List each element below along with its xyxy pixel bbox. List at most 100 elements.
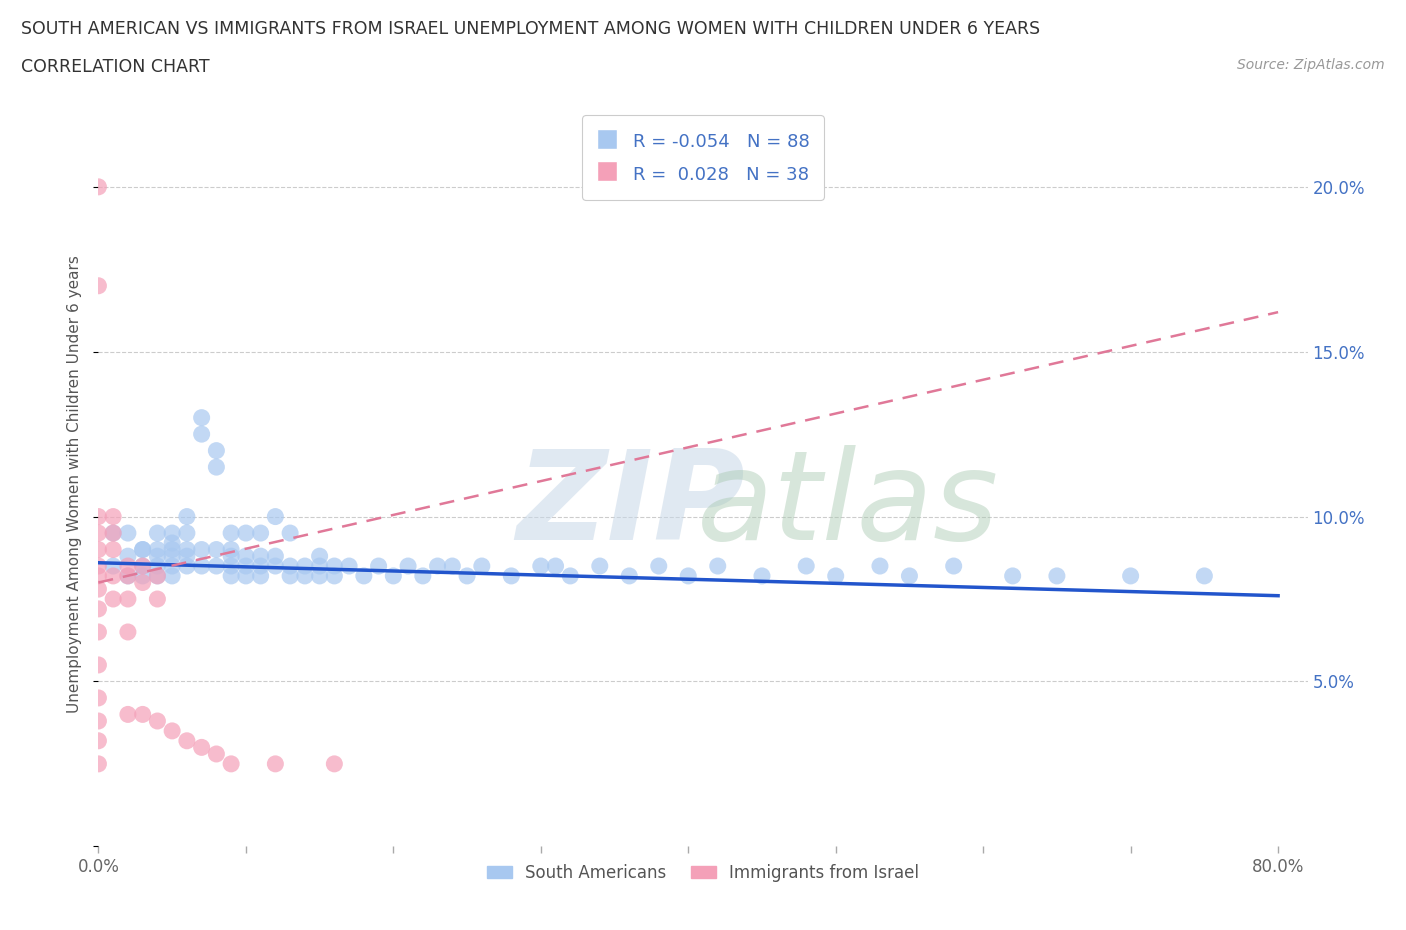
- Point: [176, 509, 198, 524]
- Point: [160, 724, 183, 738]
- Point: [235, 568, 257, 583]
- Point: [219, 559, 242, 574]
- Point: [160, 542, 183, 557]
- Point: [869, 559, 891, 574]
- Point: [426, 559, 449, 574]
- Point: [219, 756, 242, 771]
- Point: [205, 444, 228, 458]
- Text: CORRELATION CHART: CORRELATION CHART: [21, 58, 209, 75]
- Point: [160, 549, 183, 564]
- Point: [560, 568, 582, 583]
- Point: [190, 740, 212, 755]
- Point: [117, 591, 139, 606]
- Point: [942, 559, 965, 574]
- Point: [264, 756, 287, 771]
- Point: [219, 542, 242, 557]
- Point: [219, 525, 242, 540]
- Point: [117, 707, 139, 722]
- Point: [501, 568, 523, 583]
- Point: [898, 568, 921, 583]
- Point: [751, 568, 773, 583]
- Point: [131, 559, 153, 574]
- Point: [87, 581, 110, 596]
- Point: [706, 559, 728, 574]
- Point: [87, 734, 110, 749]
- Point: [176, 559, 198, 574]
- Point: [1119, 568, 1142, 583]
- Point: [1001, 568, 1024, 583]
- Point: [396, 559, 419, 574]
- Point: [367, 559, 389, 574]
- Point: [117, 568, 139, 583]
- Point: [824, 568, 846, 583]
- Point: [308, 568, 330, 583]
- Point: [794, 559, 817, 574]
- Point: [117, 568, 139, 583]
- Point: [117, 559, 139, 574]
- Point: [1046, 568, 1069, 583]
- Point: [146, 568, 169, 583]
- Point: [249, 549, 271, 564]
- Point: [278, 559, 301, 574]
- Point: [101, 509, 124, 524]
- Point: [205, 559, 228, 574]
- Point: [678, 568, 700, 583]
- Point: [294, 568, 316, 583]
- Point: [87, 658, 110, 672]
- Point: [160, 536, 183, 551]
- Point: [235, 549, 257, 564]
- Point: [160, 559, 183, 574]
- Point: [160, 525, 183, 540]
- Point: [337, 559, 360, 574]
- Point: [219, 549, 242, 564]
- Point: [131, 559, 153, 574]
- Point: [146, 542, 169, 557]
- Point: [87, 568, 110, 583]
- Point: [441, 559, 464, 574]
- Point: [205, 459, 228, 474]
- Point: [176, 549, 198, 564]
- Point: [412, 568, 434, 583]
- Point: [146, 559, 169, 574]
- Point: [117, 549, 139, 564]
- Legend: South Americans, Immigrants from Israel: South Americans, Immigrants from Israel: [479, 857, 927, 889]
- Point: [87, 542, 110, 557]
- Point: [146, 525, 169, 540]
- Text: SOUTH AMERICAN VS IMMIGRANTS FROM ISRAEL UNEMPLOYMENT AMONG WOMEN WITH CHILDREN : SOUTH AMERICAN VS IMMIGRANTS FROM ISRAEL…: [21, 20, 1040, 38]
- Point: [146, 591, 169, 606]
- Point: [117, 625, 139, 640]
- Point: [146, 549, 169, 564]
- Point: [456, 568, 478, 583]
- Point: [264, 549, 287, 564]
- Point: [101, 525, 124, 540]
- Point: [87, 525, 110, 540]
- Point: [87, 278, 110, 293]
- Point: [87, 509, 110, 524]
- Point: [190, 410, 212, 425]
- Point: [619, 568, 641, 583]
- Point: [353, 568, 375, 583]
- Text: atlas: atlas: [697, 445, 1000, 565]
- Point: [87, 625, 110, 640]
- Point: [1194, 568, 1216, 583]
- Point: [205, 542, 228, 557]
- Point: [249, 559, 271, 574]
- Point: [235, 525, 257, 540]
- Point: [249, 568, 271, 583]
- Point: [131, 575, 153, 590]
- Point: [160, 568, 183, 583]
- Point: [648, 559, 671, 574]
- Point: [530, 559, 553, 574]
- Point: [323, 568, 346, 583]
- Point: [131, 542, 153, 557]
- Point: [101, 542, 124, 557]
- Point: [264, 509, 287, 524]
- Point: [87, 756, 110, 771]
- Point: [235, 559, 257, 574]
- Point: [176, 525, 198, 540]
- Point: [87, 179, 110, 194]
- Point: [87, 602, 110, 617]
- Point: [131, 542, 153, 557]
- Point: [294, 559, 316, 574]
- Point: [544, 559, 567, 574]
